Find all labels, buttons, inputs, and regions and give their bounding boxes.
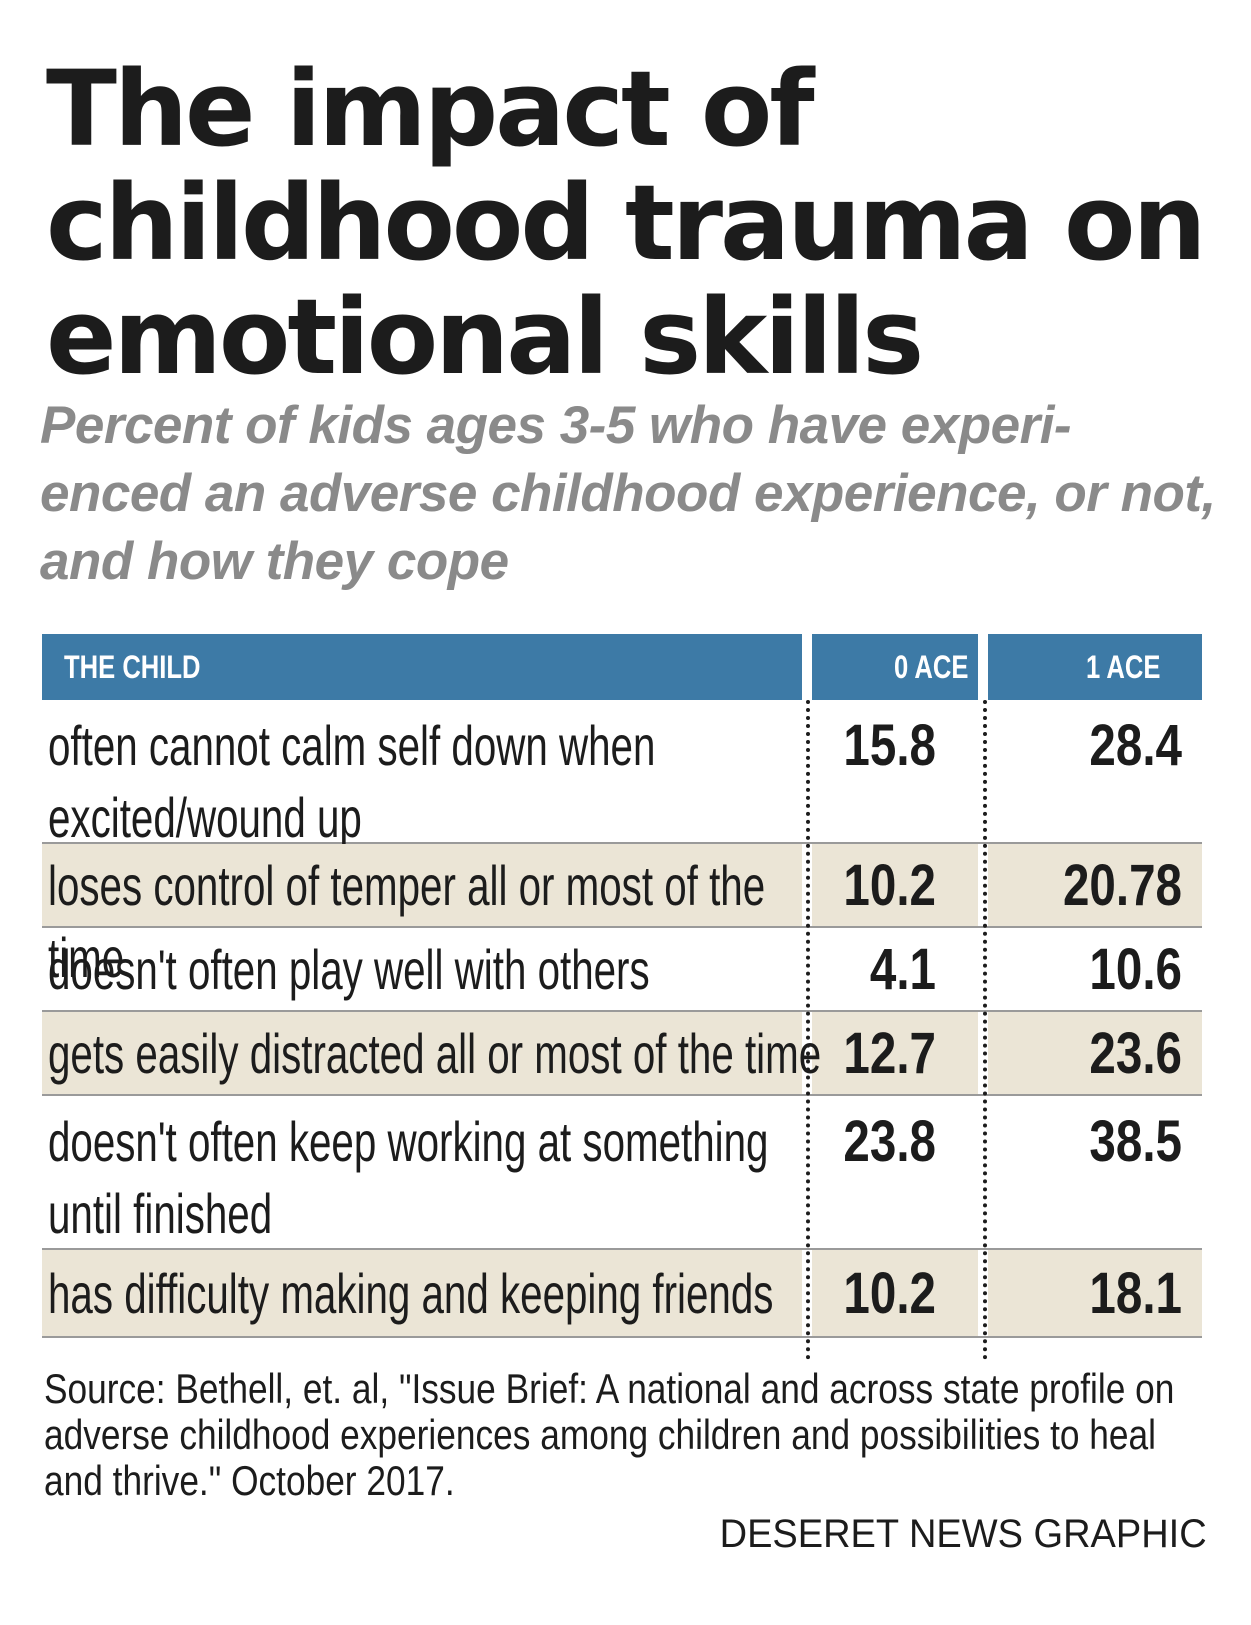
value-1-ace: 10.6 — [1089, 937, 1182, 1002]
value-0-ace: 4.1 — [869, 937, 936, 1002]
table-row: doesn't often play well with others 4.1 … — [42, 928, 1202, 1012]
row-label: doesn't often keep working at something … — [48, 1110, 769, 1245]
row-label: often cannot calm self down when excited… — [48, 714, 656, 849]
column-header-0-ace: 0 ACE — [894, 649, 969, 685]
column-header-child: THE CHILD — [64, 649, 201, 685]
value-1-ace: 23.6 — [1089, 1021, 1182, 1086]
value-0-ace: 15.8 — [843, 713, 936, 778]
header-separator — [802, 634, 812, 700]
value-1-ace: 28.4 — [1089, 713, 1182, 778]
value-1-ace: 20.78 — [1062, 853, 1182, 918]
table-row: has difficulty making and keeping friend… — [42, 1250, 1202, 1338]
value-1-ace: 18.1 — [1089, 1261, 1182, 1326]
graphic-credit: DESERET NEWS GRAPHIC — [719, 1512, 1207, 1556]
value-1-ace: 38.5 — [1089, 1109, 1182, 1174]
row-label: gets easily distracted all or most of th… — [48, 1022, 822, 1085]
table-row: doesn't often keep working at something … — [42, 1096, 1202, 1250]
row-label: has difficulty making and keeping friend… — [48, 1262, 774, 1325]
table-header: THE CHILD 0 ACE 1 ACE — [42, 634, 1202, 700]
table-row: gets easily distracted all or most of th… — [42, 1012, 1202, 1096]
column-divider — [806, 700, 810, 1360]
value-0-ace: 10.2 — [843, 1261, 936, 1326]
row-label: loses control of temper all or most of t… — [48, 854, 766, 989]
header-separator — [978, 634, 988, 700]
value-0-ace: 12.7 — [843, 1021, 936, 1086]
chart-title: The impact of childhood trauma on emotio… — [46, 48, 1206, 398]
data-table: THE CHILD 0 ACE 1 ACE often cannot calm … — [42, 634, 1202, 1338]
column-divider — [983, 700, 987, 1360]
value-0-ace: 10.2 — [843, 853, 936, 918]
column-header-1-ace: 1 ACE — [1086, 649, 1161, 685]
source-note: Source: Bethell, et. al, "Issue Brief: A… — [44, 1365, 1175, 1504]
value-0-ace: 23.8 — [843, 1109, 936, 1174]
table-row: often cannot calm self down when excited… — [42, 700, 1202, 849]
row-label: doesn't often play well with others — [48, 938, 650, 1001]
chart-subtitle: Percent of kids ages 3-5 who have experi… — [40, 396, 1216, 591]
table-row: loses control of temper all or most of t… — [42, 844, 1202, 989]
